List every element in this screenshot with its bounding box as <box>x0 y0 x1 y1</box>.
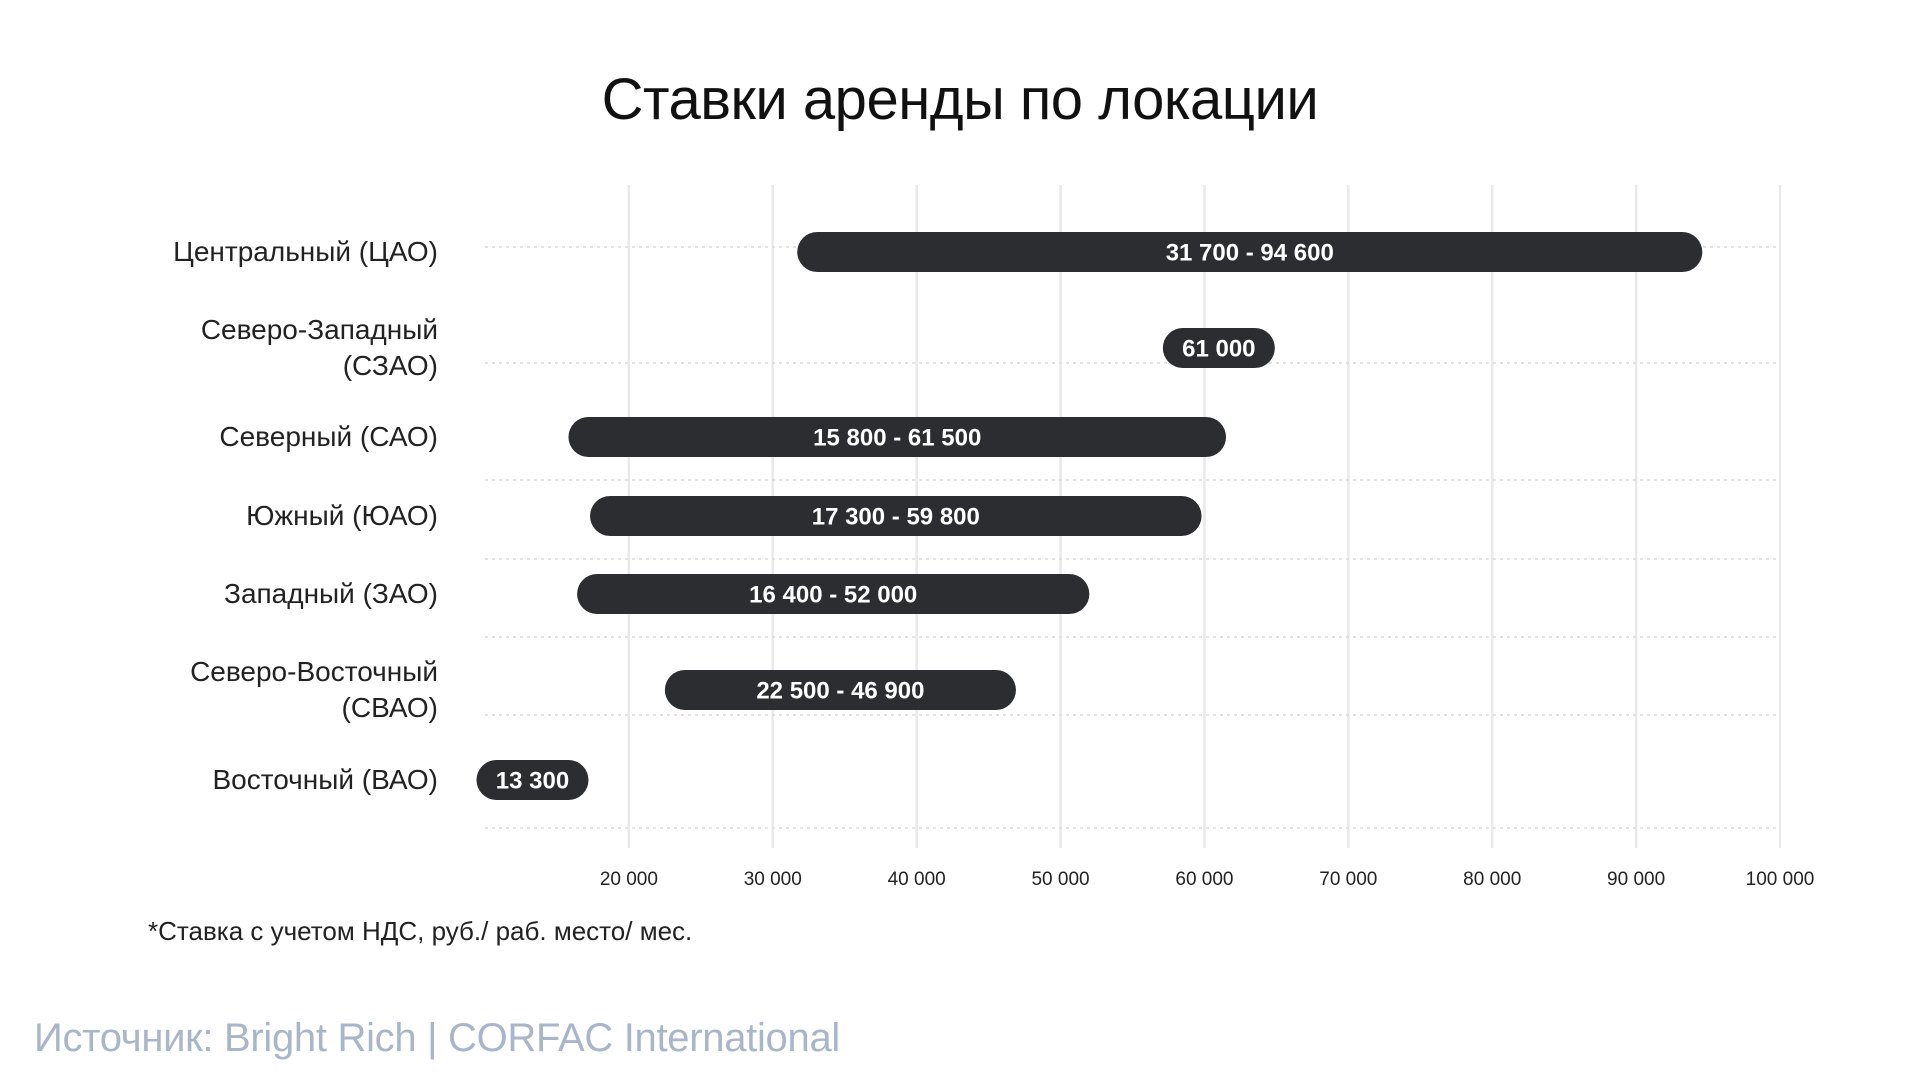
x-tick-label: 80 000 <box>1463 869 1521 890</box>
footnote: *Ставка с учетом НДС, руб./ раб. место/ … <box>148 916 693 946</box>
category-label: Западный (ЗАО) <box>224 578 438 609</box>
bars-layer: 31 700 - 94 600 61 000 15 800 - 61 500 17 3… <box>476 232 1703 800</box>
range-bar <box>590 496 1202 536</box>
row-separator-layer <box>485 246 1780 829</box>
category-label: Центральный (ЦАО) <box>173 236 438 267</box>
category-label: Южный (ЮАО) <box>246 500 438 531</box>
x-tick-label: 40 000 <box>888 869 946 890</box>
range-bar <box>476 760 589 800</box>
bar-value-label: 15 800 - 61 500 <box>813 425 981 452</box>
chart-title: Ставки аренды по локации <box>601 67 1319 132</box>
x-tick-label: 50 000 <box>1031 869 1089 890</box>
x-tick-label: 20 000 <box>600 869 658 890</box>
bar-value-label: 13 300 <box>496 768 569 795</box>
x-tick-label: 100 000 <box>1746 869 1815 890</box>
category-label: Северо-Западный <box>201 314 438 345</box>
category-label: Северный (САО) <box>219 421 438 452</box>
range-bar <box>664 670 1016 710</box>
bar-value-label: 31 700 - 94 600 <box>1166 240 1334 267</box>
source-credit: Источник: Bright Rich | CORFAC Internati… <box>34 1016 840 1060</box>
category-label: (СЗАО) <box>343 350 438 381</box>
range-bar <box>797 232 1703 272</box>
range-bar <box>568 417 1227 457</box>
x-tick-label: 70 000 <box>1319 869 1377 890</box>
bar-value-label: 17 300 - 59 800 <box>812 504 980 531</box>
category-label: Северо-Восточный <box>190 656 438 687</box>
bar-value-label: 16 400 - 52 000 <box>749 582 917 609</box>
x-tick-label: 60 000 <box>1175 869 1233 890</box>
x-axis-tick-labels: 20 000 30 000 40 000 50 000 60 000 70 000 80 0… <box>600 869 1815 890</box>
range-bar <box>1162 328 1275 368</box>
x-tick-label: 30 000 <box>744 869 802 890</box>
range-bar <box>577 574 1090 614</box>
bar-value-label: 22 500 - 46 900 <box>756 678 924 705</box>
x-tick-label: 90 000 <box>1607 869 1665 890</box>
category-label: (СВАО) <box>342 692 438 723</box>
y-axis-category-labels: Центральный (ЦАО) Северо-Западный (СЗАО) Се… <box>173 236 438 795</box>
category-label: Восточный (ВАО) <box>212 764 438 795</box>
bar-value-label: 61 000 <box>1182 336 1255 363</box>
